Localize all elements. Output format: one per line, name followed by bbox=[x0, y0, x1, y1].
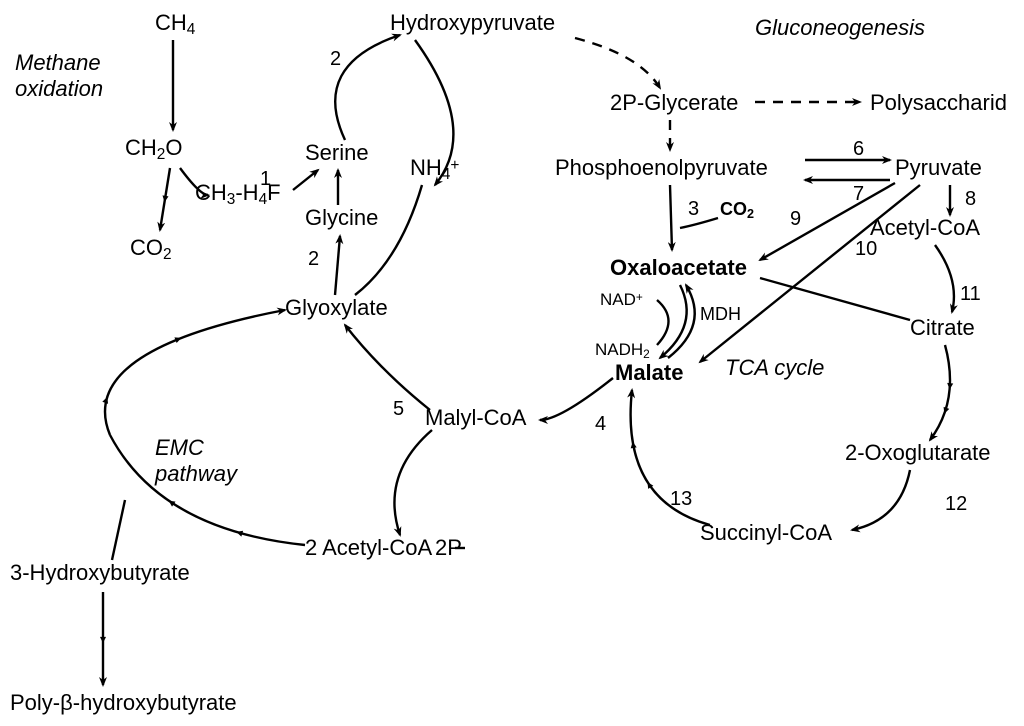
arrows-layer bbox=[100, 35, 954, 685]
arrow-hpyr-2pglycerate bbox=[575, 38, 660, 88]
arrow-pep-oaa bbox=[670, 185, 672, 250]
metabolite-co2b: CO2 bbox=[720, 199, 754, 221]
enzyme-number-3-3: 3 bbox=[688, 198, 699, 220]
arrowhead-mid bbox=[100, 637, 106, 643]
arrowhead-mid bbox=[102, 397, 108, 404]
metabolite-2p: 2P bbox=[435, 535, 462, 560]
metabolite-citrate: Citrate bbox=[910, 315, 975, 340]
arrow-malylcoa-2acetyl bbox=[394, 430, 432, 535]
metabolite-nad: NAD+ bbox=[600, 290, 643, 309]
enzyme-number-7-7: 7 bbox=[853, 183, 864, 205]
metabolite-malylcoa: Malyl-CoA bbox=[425, 405, 527, 430]
metabolite-acetylcoa: Acetyl-CoA bbox=[870, 215, 980, 240]
arrow-oaa-citrate bbox=[760, 278, 910, 320]
metabolite-pep: Phosphoenolpyruvate bbox=[555, 155, 768, 180]
metabolite-oxaloacetate: Oxaloacetate bbox=[610, 255, 747, 280]
arrow-serine-hydroxypyruvate bbox=[335, 35, 400, 140]
metabolite-2acetylcoa: 2 Acetyl-CoA bbox=[305, 535, 432, 560]
metabolite-ch4: CH4 bbox=[155, 10, 196, 38]
metabolite-pyruvate: Pyruvate bbox=[895, 155, 982, 180]
arrow-emc-top1 bbox=[110, 435, 305, 545]
pathway-label-methane-ox: oxidation bbox=[15, 76, 103, 101]
arrow-2oxo-succinyl bbox=[852, 470, 910, 530]
enzyme-number-1-0: 1 bbox=[260, 168, 271, 190]
arrow-nad-nadh-curve bbox=[657, 300, 669, 345]
enzyme-number-12-12: 12 bbox=[945, 493, 967, 515]
pathway-label-gluconeo: Gluconeogenesis bbox=[755, 15, 925, 40]
enzyme-number-2-2: 2 bbox=[308, 248, 319, 270]
metabolite-2pglycerate: 2P-Glycerate bbox=[610, 90, 738, 115]
enzyme-number-2-1: 2 bbox=[330, 48, 341, 70]
metabolite-nadh2: NADH2 bbox=[595, 340, 650, 361]
pathway-label-emc: EMC bbox=[155, 435, 204, 460]
enzyme-number-9-9: 9 bbox=[790, 208, 801, 230]
enzyme-number-10-10: 10 bbox=[855, 238, 877, 260]
metabolite-polysacch: Polysaccharid bbox=[870, 90, 1007, 115]
metabolite-serine: Serine bbox=[305, 140, 369, 165]
arrow-malylcoa-glyoxylate bbox=[345, 325, 430, 410]
labels-layer: Methaneoxidation Gluconeogenesis EMCpathwa… bbox=[10, 10, 1007, 715]
enzyme-number-11-11: 11 bbox=[960, 283, 981, 305]
arrow-glyoxylate-glycine bbox=[335, 236, 340, 295]
metabolite-3hb: 3-Hydroxybutyrate bbox=[10, 560, 190, 585]
metabolite-malate: Malate bbox=[615, 360, 683, 385]
metabolite-ch2o: CH2O bbox=[125, 135, 182, 163]
metabolite-nh4: NH4+ bbox=[410, 155, 459, 183]
arrow-citrate-2oxo bbox=[930, 345, 950, 440]
metabolic-pathway-diagram: Methaneoxidation Gluconeogenesis EMCpathwa… bbox=[0, 0, 1024, 726]
arrow-ch3h4f-serine bbox=[293, 170, 318, 190]
metabolite-mdh: MDH bbox=[700, 304, 741, 324]
enzyme-number-13-13: 13 bbox=[670, 488, 692, 510]
pathway-label-emc: pathway bbox=[154, 461, 239, 486]
enzyme-number-4-4: 4 bbox=[595, 413, 606, 435]
enzyme-number-6-6: 6 bbox=[853, 138, 864, 160]
arrow-oaa-malate bbox=[660, 285, 687, 358]
enzyme-number-8-8: 8 bbox=[965, 188, 976, 210]
pathway-label-tca: TCA cycle bbox=[725, 355, 824, 380]
metabolite-hydroxypyruvate: Hydroxypyruvate bbox=[390, 10, 555, 35]
metabolite-glyoxylate: Glyoxylate bbox=[285, 295, 388, 320]
arrow-nh4-glyoxylate bbox=[355, 185, 422, 295]
pathway-label-methane-ox: Methane bbox=[15, 50, 101, 75]
metabolite-glycine: Glycine bbox=[305, 205, 378, 230]
arrow-acetylcoa-citrate bbox=[935, 245, 954, 312]
metabolite-2oxoglutarate: 2-Oxoglutarate bbox=[845, 440, 991, 465]
metabolite-succinylcoa: Succinyl-CoA bbox=[700, 520, 832, 545]
arrow-emc-top2 bbox=[105, 310, 285, 435]
metabolite-co2a: CO2 bbox=[130, 235, 172, 263]
metabolite-pbhb: Poly-β-hydroxybutyrate bbox=[10, 690, 237, 715]
enzyme-number-5-5: 5 bbox=[393, 398, 404, 420]
arrow-3hb-emc bbox=[112, 500, 125, 560]
